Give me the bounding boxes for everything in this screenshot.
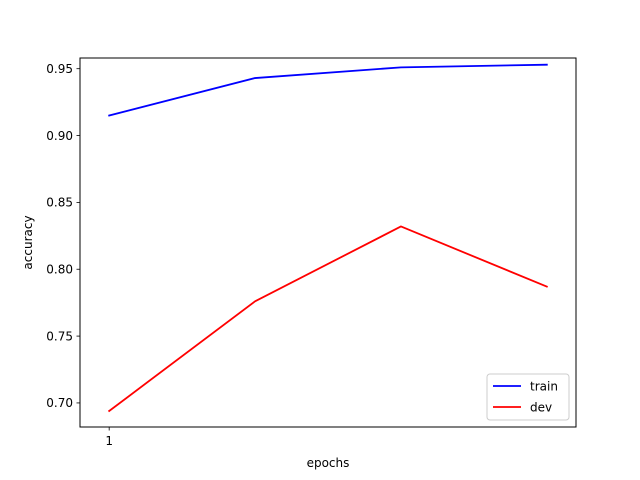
series-line-train bbox=[108, 63, 548, 117]
x-axis-label: epochs bbox=[307, 456, 350, 470]
legend: train dev bbox=[486, 373, 570, 421]
y-axis-label: accuracy bbox=[21, 215, 35, 269]
y-tick-label: 0.95 bbox=[46, 62, 73, 76]
y-tick-label: 0.90 bbox=[46, 129, 73, 143]
series-line-dev bbox=[107, 225, 548, 413]
series-layer bbox=[107, 63, 548, 413]
y-tick-label: 0.70 bbox=[46, 396, 73, 410]
legend-label-train: train bbox=[530, 380, 558, 394]
x-tick-label: 1 bbox=[105, 434, 113, 448]
y-axis: 0.70 0.75 0.80 0.85 0.90 0.95 bbox=[46, 62, 80, 410]
y-tick-label: 0.85 bbox=[46, 196, 73, 210]
plot-area bbox=[80, 58, 576, 427]
legend-label-dev: dev bbox=[530, 401, 552, 415]
plot-frame bbox=[79, 57, 577, 428]
y-tick-label: 0.75 bbox=[46, 329, 73, 343]
x-axis: 1 bbox=[105, 427, 113, 448]
y-tick-label: 0.80 bbox=[46, 263, 73, 277]
